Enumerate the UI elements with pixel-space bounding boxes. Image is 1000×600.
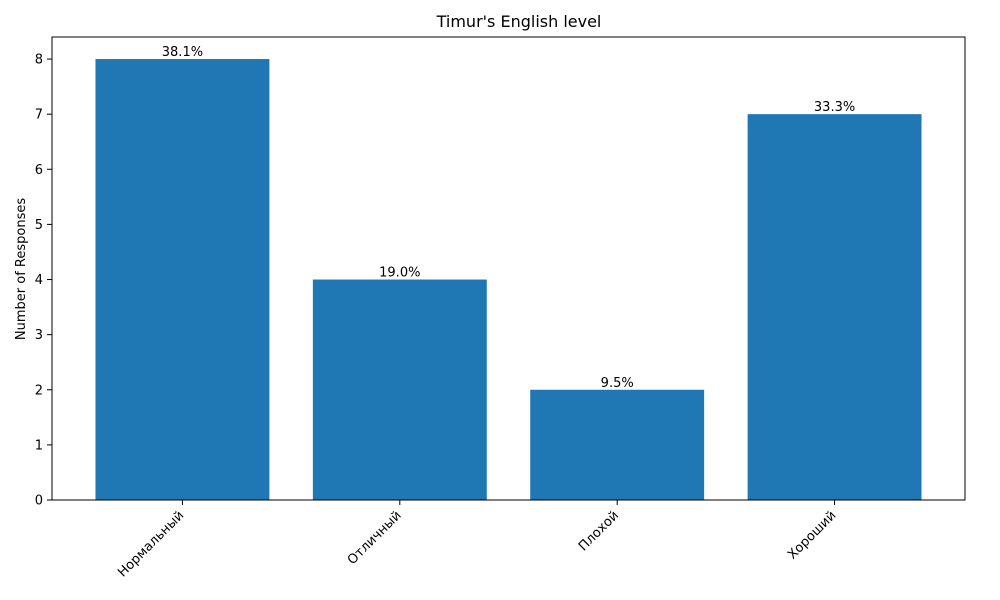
y-tick-label-5: 5: [35, 218, 43, 233]
data-label-2: 19.0%: [379, 266, 420, 281]
data-label-3: 9.5%: [601, 376, 634, 391]
bars-layer: [95, 59, 922, 501]
y-tick-label-0: 0: [35, 494, 43, 509]
y-axis-label: Number of Responses: [14, 198, 29, 340]
y-tick-label-6: 6: [35, 163, 43, 178]
data-label-4: 33.3%: [814, 100, 855, 115]
y-tick-label-8: 8: [35, 53, 43, 68]
bar-3: [530, 389, 705, 500]
y-tick-label-1: 1: [35, 438, 43, 453]
data-label-1: 38.1%: [162, 45, 203, 60]
x-tick-label-1: Нормальный: [115, 508, 187, 580]
y-tick-label-3: 3: [35, 328, 43, 343]
bar-1: [95, 59, 270, 501]
plot-frame: [51, 36, 966, 501]
bar-4: [747, 114, 922, 501]
x-tick-label-2: Отличный: [345, 508, 405, 568]
y-tick-label-2: 2: [35, 383, 43, 398]
x-axis: Нормальный Отличный Плохой Хороший: [115, 500, 839, 580]
y-tick-label-7: 7: [35, 108, 43, 123]
y-tick-label-4: 4: [35, 273, 43, 288]
x-tick-label-3: Плохой: [576, 508, 622, 554]
x-tick-label-4: Хороший: [785, 508, 839, 562]
plot-frame-border: [51, 36, 966, 501]
y-axis: 0 1 2 3 4 5 6 7 8: [35, 53, 52, 509]
chart-title: Timur's English level: [436, 12, 602, 31]
data-labels-layer: 38.1% 19.0% 9.5% 33.3%: [162, 45, 855, 391]
bar-2: [312, 279, 487, 500]
